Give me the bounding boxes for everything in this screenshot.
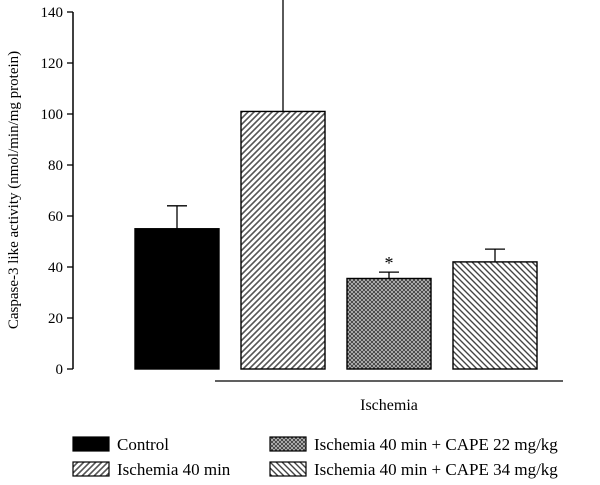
y-axis-ticks: 0 20 40 60 80 100 120 140 bbox=[41, 5, 73, 378]
legend-swatch-1 bbox=[72, 436, 110, 452]
legend: Control Ischemia 40 min + CAPE 22 mg/kg Is… bbox=[72, 435, 558, 479]
y-tick-label: 120 bbox=[41, 56, 64, 72]
significance-marker-3: * bbox=[385, 253, 394, 273]
bar-1 bbox=[134, 228, 220, 370]
group-bracket-label: Ischemia bbox=[360, 397, 418, 414]
y-tick-label: 20 bbox=[48, 311, 63, 327]
significance-annotations: * bbox=[385, 253, 394, 273]
y-tick-label: 40 bbox=[48, 260, 63, 276]
legend-label-4: Ischemia 40 min + CAPE 34 mg/kg bbox=[314, 460, 558, 479]
bar-3 bbox=[346, 277, 432, 370]
legend-swatch-3 bbox=[72, 461, 110, 477]
bar-4 bbox=[452, 261, 538, 370]
error-bars-group bbox=[167, 0, 505, 279]
y-tick-label: 100 bbox=[41, 107, 64, 123]
legend-swatch-4 bbox=[269, 461, 307, 477]
y-tick-label: 60 bbox=[48, 209, 63, 225]
y-tick-label: 80 bbox=[48, 158, 63, 174]
legend-label-3: Ischemia 40 min bbox=[117, 460, 231, 479]
legend-swatch-2 bbox=[269, 436, 307, 452]
bar-2 bbox=[240, 110, 326, 370]
y-tick-label: 0 bbox=[56, 362, 64, 378]
y-axis-title: Caspase-3 like activity (nmol/min/mg pro… bbox=[6, 51, 22, 329]
legend-label-2: Ischemia 40 min + CAPE 22 mg/kg bbox=[314, 435, 558, 454]
y-tick-label: 140 bbox=[41, 5, 64, 21]
legend-label-1: Control bbox=[117, 435, 169, 454]
bars-group bbox=[134, 110, 538, 370]
